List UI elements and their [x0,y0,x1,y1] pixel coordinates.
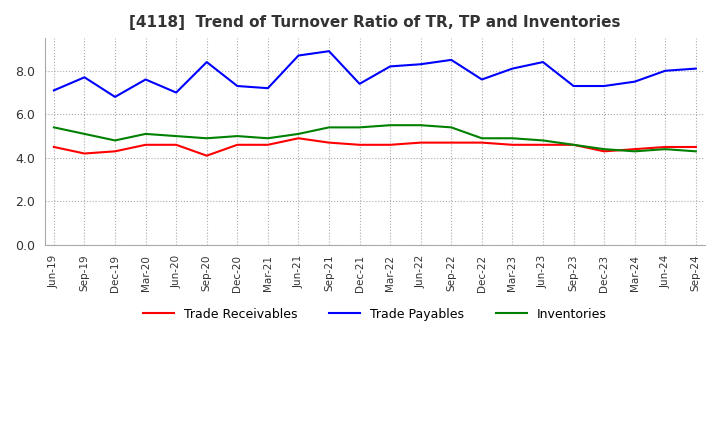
Trade Receivables [80,151,89,156]
Trade Payables [264,85,272,91]
Trade Receivables [325,140,333,145]
Trade Receivables [570,142,578,147]
Inventories [80,131,89,136]
Trade Payables [141,77,150,82]
Line: Trade Payables: Trade Payables [54,51,696,97]
Trade Receivables [661,144,670,150]
Inventories [141,131,150,136]
Trade Receivables [447,140,456,145]
Inventories [477,136,486,141]
Trade Receivables [477,140,486,145]
Trade Payables [447,57,456,62]
Inventories [600,147,608,152]
Trade Payables [325,48,333,54]
Inventories [631,149,639,154]
Inventories [508,136,517,141]
Trade Payables [355,81,364,87]
Inventories [50,125,58,130]
Trade Payables [111,94,120,99]
Inventories [447,125,456,130]
Trade Payables [539,59,547,65]
Inventories [570,142,578,147]
Trade Payables [416,62,425,67]
Trade Receivables [111,149,120,154]
Trade Receivables [631,147,639,152]
Trade Receivables [600,149,608,154]
Trade Payables [477,77,486,82]
Inventories [172,133,181,139]
Inventories [325,125,333,130]
Inventories [386,123,395,128]
Trade Payables [508,66,517,71]
Trade Receivables [50,144,58,150]
Trade Receivables [355,142,364,147]
Trade Payables [386,64,395,69]
Trade Receivables [386,142,395,147]
Trade Payables [50,88,58,93]
Line: Trade Receivables: Trade Receivables [54,138,696,156]
Trade Payables [691,66,700,71]
Trade Receivables [539,142,547,147]
Trade Receivables [141,142,150,147]
Inventories [539,138,547,143]
Trade Receivables [202,153,211,158]
Inventories [355,125,364,130]
Trade Payables [202,59,211,65]
Trade Payables [600,83,608,88]
Legend: Trade Receivables, Trade Payables, Inventories: Trade Receivables, Trade Payables, Inven… [138,303,612,326]
Inventories [661,147,670,152]
Trade Payables [570,83,578,88]
Inventories [202,136,211,141]
Trade Receivables [691,144,700,150]
Trade Payables [80,75,89,80]
Trade Receivables [264,142,272,147]
Trade Receivables [233,142,242,147]
Inventories [416,123,425,128]
Trade Receivables [172,142,181,147]
Title: [4118]  Trend of Turnover Ratio of TR, TP and Inventories: [4118] Trend of Turnover Ratio of TR, TP… [129,15,621,30]
Inventories [691,149,700,154]
Trade Receivables [508,142,517,147]
Inventories [111,138,120,143]
Trade Payables [294,53,303,58]
Inventories [264,136,272,141]
Inventories [233,133,242,139]
Trade Payables [631,79,639,84]
Inventories [294,131,303,136]
Trade Payables [233,83,242,88]
Trade Payables [661,68,670,73]
Trade Payables [172,90,181,95]
Line: Inventories: Inventories [54,125,696,151]
Trade Receivables [294,136,303,141]
Trade Receivables [416,140,425,145]
